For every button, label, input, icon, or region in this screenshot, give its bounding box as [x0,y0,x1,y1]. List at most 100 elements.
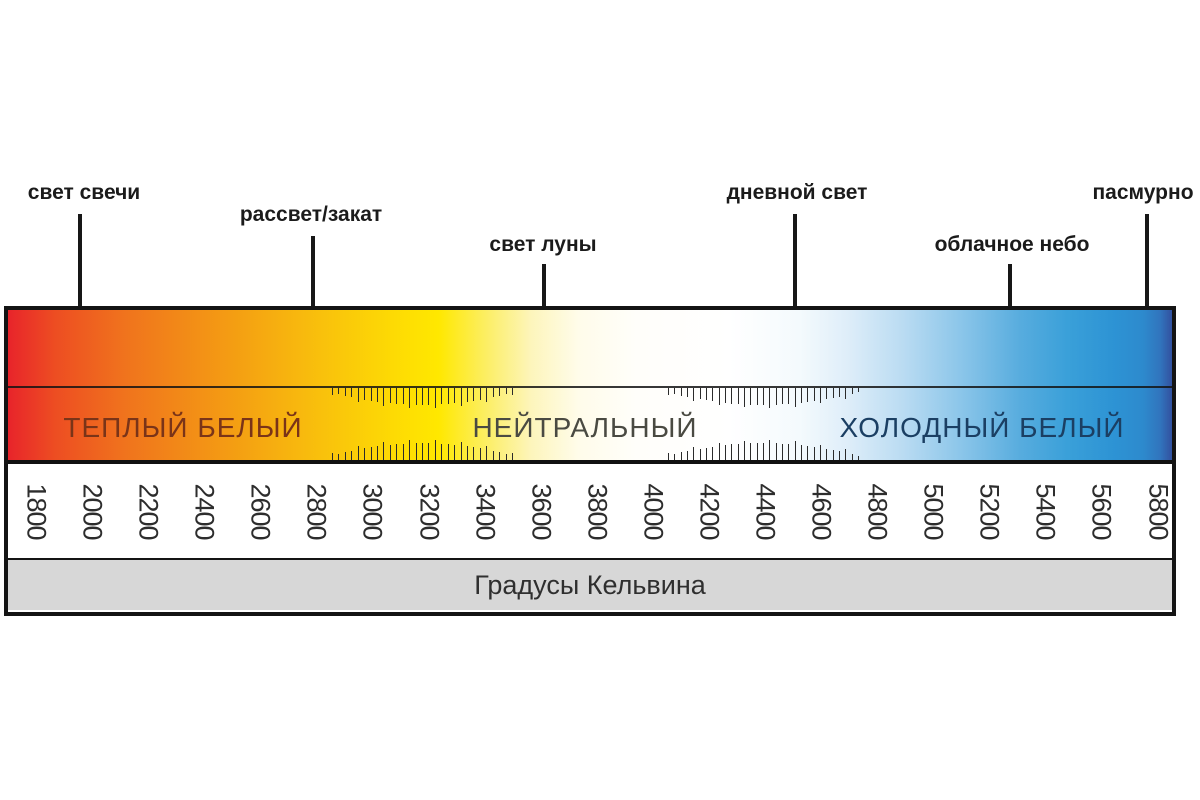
kelvin-scale-cell: 3200 [401,464,457,558]
transition-tick [807,446,808,460]
transition-tick [416,443,417,460]
transition-tick [499,388,500,396]
kelvin-scale-value: 4600 [806,482,837,540]
marker-pointer-line-daylight [793,214,797,348]
kelvin-scale-value: 2400 [189,482,220,540]
marker-label-candle: свет свечи [27,181,141,204]
transition-tick [795,388,796,407]
kelvin-scale-value: 5200 [974,482,1005,540]
transition-tick [706,388,707,400]
transition-tick [454,388,455,403]
kelvin-scale-cell: 4800 [849,464,905,558]
transition-tick [409,440,410,460]
transition-tick [700,449,701,460]
kelvin-scale-value: 3400 [470,482,501,540]
transition-tick [403,444,404,460]
transition-tick [757,388,758,405]
transition-tick [750,443,751,460]
marker-label-daylight: дневной свет [726,181,868,204]
transition-tick [383,442,384,460]
marker-label-overcast: пасмурно [1092,181,1194,204]
transition-tick [422,388,423,405]
transition-tick [493,451,494,460]
kelvin-unit-bar: Градусы Кельвина [8,558,1172,610]
transition-tick [441,444,442,460]
transition-tick [731,388,732,404]
transition-tick [390,445,391,460]
kelvin-scale-value: 3000 [358,482,389,540]
kelvin-scale-value: 3800 [582,482,613,540]
transition-tick [396,388,397,404]
kelvin-scale-cell: 3600 [513,464,569,558]
transition-tick [719,388,720,405]
transition-tick [371,388,372,401]
kelvin-scale-cell: 2000 [64,464,120,558]
kelvin-scale-value: 2800 [301,482,332,540]
kelvin-scale-cell: 5400 [1017,464,1073,558]
kelvin-scale-cell: 5200 [961,464,1017,558]
transition-tick [371,447,372,460]
transition-tick [674,454,675,460]
kelvin-scale-value: 3600 [526,482,557,540]
transition-tick [712,388,713,401]
transition-tick [506,454,507,460]
transition-tick [512,453,513,460]
transition-tick [473,447,474,460]
transition-tick [435,388,436,408]
transition-tick [486,388,487,402]
transition-tick [845,388,846,399]
transition-tick [738,444,739,460]
transition-tick [744,388,745,407]
transition-tick [499,452,500,460]
transition-tick [826,449,827,460]
kelvin-scale-row: 1800 2000 2200 2400 2600 2800 3000 3200 3400 3600… [8,464,1200,558]
transition-tick [839,388,840,397]
transition-tick [473,388,474,401]
kelvin-scale-value: 2600 [245,482,276,540]
kelvin-scale-value: 4200 [694,482,725,540]
marker-pointer-line-candle [78,214,82,348]
kelvin-scale-cell: 3400 [457,464,513,558]
transition-tick [769,440,770,460]
kelvin-scale-cell: 4000 [625,464,681,558]
kelvin-scale-cell: 2200 [120,464,176,558]
transition-tick [454,445,455,460]
transition-tick [807,388,808,402]
transition-tick [390,388,391,403]
transition-tick [338,454,339,460]
transition-tick [332,388,333,395]
transition-tick [345,388,346,396]
transition-tick [480,448,481,460]
transition-tick [687,388,688,397]
kelvin-scale-value: 2200 [133,482,164,540]
transition-tick [788,388,789,404]
transition-tick [725,388,726,403]
transition-tick [448,444,449,460]
zone-label-neutral: НЕЙТРАЛЬНЫЙ [472,412,698,443]
marker-pointer-line-dawn-sunset [311,236,315,348]
transition-tick [681,452,682,460]
transition-tick [377,388,378,402]
transition-tick [788,444,789,460]
transition-tick [486,446,487,460]
transition-tick [338,388,339,394]
transition-tick [332,453,333,460]
kelvin-scale-cell: 2600 [232,464,288,558]
transition-tick [750,388,751,405]
kelvin-scale-cell: 5600 [1073,464,1129,558]
transition-tick [814,388,815,401]
transition-tick [814,447,815,460]
transition-tick [345,452,346,460]
transition-tick [852,388,853,394]
transition-tick [358,446,359,460]
kelvin-scale-cell: 3800 [569,464,625,558]
transition-tick [725,445,726,460]
transition-tick [441,388,442,404]
transition-tick [467,388,468,402]
transition-tick [706,448,707,460]
marker-pointer-line-overcast [1145,214,1149,348]
transition-tick [776,388,777,405]
kelvin-scale-value: 3200 [414,482,445,540]
gradient-divider-line [8,386,1172,388]
